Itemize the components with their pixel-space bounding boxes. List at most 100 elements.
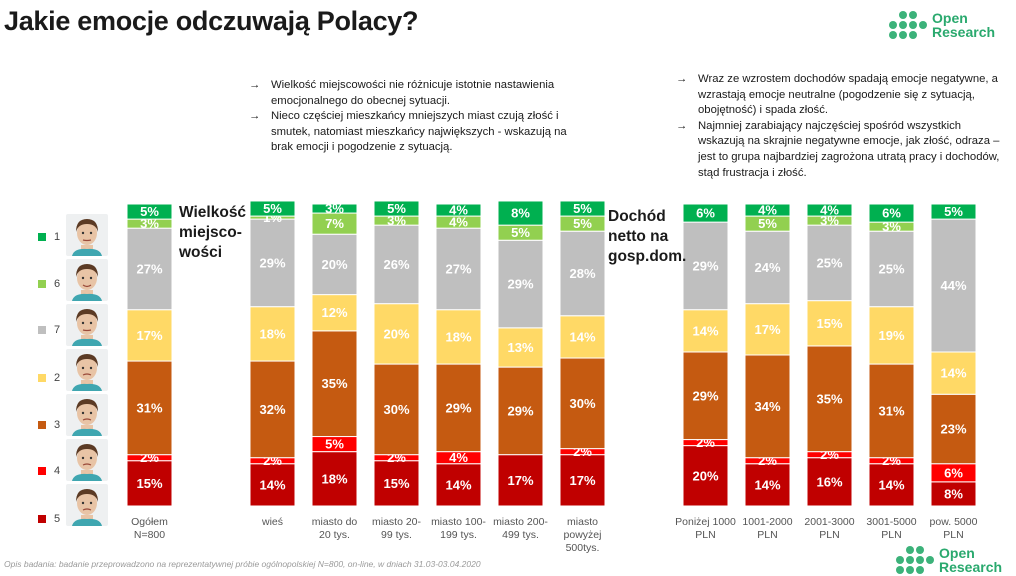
bar-segment <box>868 306 915 365</box>
legend-swatch <box>38 280 46 288</box>
category-label: PLN <box>819 529 839 541</box>
legend-label: 5 <box>54 513 61 525</box>
happy-face-icon <box>66 259 108 301</box>
data-label: 32% <box>259 402 285 417</box>
bar-segment <box>806 224 853 302</box>
data-label: 14% <box>940 366 966 381</box>
bar-segment <box>682 203 729 223</box>
category-label: 20 tys. <box>319 529 350 541</box>
bar-segment <box>868 363 915 459</box>
legend-item-6: 6 <box>38 278 60 290</box>
data-label: 3% <box>140 216 159 231</box>
bar-segment <box>868 203 915 223</box>
data-label: 8% <box>511 206 530 221</box>
logo-line1: Open <box>932 10 968 26</box>
notes-income: Wraz ze wzrostem dochodów spadają emocje… <box>673 72 1003 181</box>
logo-line2: Research <box>939 559 1003 575</box>
data-label: 3% <box>882 219 901 234</box>
bar-segment <box>126 360 173 456</box>
data-label: 30% <box>569 396 595 411</box>
bar-segment <box>373 363 420 456</box>
data-label: 20% <box>692 468 718 483</box>
data-label: 5% <box>758 216 777 231</box>
data-label: 4% <box>449 215 468 230</box>
bar-segment <box>373 224 420 305</box>
category-label: 3001-5000 <box>866 516 916 528</box>
data-label: 20% <box>321 257 347 272</box>
data-label: 23% <box>940 421 966 436</box>
data-label: 29% <box>259 255 285 270</box>
legend-label: 4 <box>54 465 61 477</box>
section-label-income-text: Dochód netto na gosp.dom. <box>608 208 687 265</box>
bar-segment <box>559 454 606 507</box>
data-label: 27% <box>445 261 471 276</box>
bar-segment <box>497 454 544 507</box>
bar-segment <box>806 203 853 217</box>
category-label: miasto 20- <box>372 516 422 528</box>
data-label: 5% <box>511 225 530 240</box>
category-label: PLN <box>943 529 963 541</box>
data-label: 29% <box>692 258 718 273</box>
data-label: 34% <box>754 399 780 414</box>
data-label: 18% <box>321 471 347 486</box>
bar-segment <box>930 203 977 220</box>
bar-segment <box>559 230 606 317</box>
angry-face-icon <box>66 394 108 436</box>
bar-segment <box>930 218 977 353</box>
data-label: 29% <box>507 403 533 418</box>
data-label: 5% <box>573 216 592 231</box>
data-label: 15% <box>136 476 162 491</box>
open-research-logo: Open Research <box>889 11 995 39</box>
data-label: 28% <box>569 266 595 281</box>
data-label: 5% <box>140 204 159 219</box>
bar-group: 14%4%29%18%27%4%4% <box>435 203 482 507</box>
data-label: 24% <box>754 260 780 275</box>
category-label: PLN <box>757 529 777 541</box>
logo-dots-icon <box>896 546 934 574</box>
legend-item-4: 4 <box>38 465 60 477</box>
legend-swatch <box>38 515 46 523</box>
category-label: Ogółem <box>131 516 168 528</box>
data-label: 4% <box>820 203 839 218</box>
legend-item-1: 1 <box>38 231 60 243</box>
data-label: 4% <box>449 450 468 465</box>
note-item: Nieco częściej mieszkańcy mniejszych mia… <box>246 109 591 156</box>
data-label: 4% <box>758 203 777 218</box>
legend-item-2: 2 <box>38 372 60 384</box>
bar-group: 15%2%30%20%26%3%5% <box>373 200 420 507</box>
category-label: PLN <box>695 529 715 541</box>
data-label: 29% <box>692 388 718 403</box>
legend-label: 7 <box>54 324 61 336</box>
category-label: miasto do <box>312 516 358 528</box>
data-label: 27% <box>136 261 162 276</box>
category-label: powyżej <box>564 529 602 541</box>
legend-item-3: 3 <box>38 419 60 431</box>
bar-segment <box>497 239 544 329</box>
bar-segment <box>311 451 358 507</box>
data-label: 31% <box>878 403 904 418</box>
data-label: 20% <box>383 326 409 341</box>
bar-segment <box>682 445 729 507</box>
bar-segment <box>373 200 420 217</box>
bar-segment <box>435 227 482 311</box>
bar-segment <box>930 351 977 395</box>
category-label: 99 tys. <box>381 529 412 541</box>
legend-swatch <box>38 233 46 241</box>
logo-line1: Open <box>939 545 975 561</box>
bar-segment <box>373 303 420 365</box>
category-label: 2001-3000 <box>804 516 854 528</box>
bar-group: 14%2%31%19%25%3%6% <box>868 203 915 507</box>
category-label: 500tys. <box>566 542 600 554</box>
data-label: 16% <box>816 474 842 489</box>
footnote: Opis badania: badanie przeprowadzono na … <box>4 559 481 569</box>
data-label: 4% <box>449 203 468 218</box>
data-label: 6% <box>944 465 963 480</box>
data-label: 5% <box>387 201 406 216</box>
section-label-size: Wielkość miejsco-wości <box>179 203 246 263</box>
data-label: 14% <box>259 477 285 492</box>
bar-group: 8% 6% 23% 14% 44% 5% <box>930 203 977 507</box>
bar-group: 18% 5% 35% 12% 20% 7%3% <box>311 201 358 507</box>
bar-segment <box>744 230 791 305</box>
data-label: 30% <box>383 402 409 417</box>
bar-segment <box>744 303 791 356</box>
